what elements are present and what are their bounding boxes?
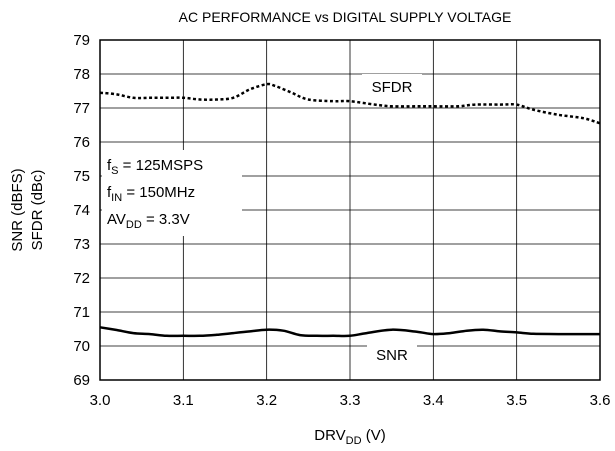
plot-frame [99, 39, 601, 381]
x-tick-label: 3.3 [340, 392, 361, 409]
y-tick-label: 76 [73, 134, 90, 151]
x-tick-labels: 3.0 3.1 3.2 3.3 3.4 3.5 3.6 [90, 392, 611, 409]
x-tick-label: 3.2 [256, 392, 277, 409]
y-tick-label: 71 [73, 304, 90, 321]
series-label-sfdr: SFDR [372, 79, 413, 96]
y-tick-label: 73 [73, 236, 90, 253]
y-tick-label: 72 [73, 270, 90, 287]
y-axis-label-line-1: SNR (dBFS) [9, 168, 26, 251]
x-tick-label: 3.4 [423, 392, 444, 409]
series-label-bg-snr [367, 342, 417, 366]
y-tick-label: 75 [73, 168, 90, 185]
y-axis-label-line-2: SFDR (dBc) [29, 170, 46, 251]
series-line-sfdr [99, 82, 601, 125]
x-tick-label: 3.0 [90, 392, 111, 409]
y-tick-label: 69 [73, 372, 90, 389]
condition-annotation: fS = 125MSPS fIN = 150MHz AVDD = 3.3V [107, 157, 203, 231]
series-label-snr: SNR [376, 347, 408, 364]
annotation-box [102, 150, 242, 236]
y-tick-label: 78 [73, 66, 90, 83]
series-label-bg-sfdr [362, 74, 422, 98]
annotation-sample-rate: fS = 125MSPS [107, 157, 203, 177]
x-tick-label: 3.1 [173, 392, 194, 409]
y-tick-labels: 69 70 71 72 73 74 75 76 77 78 79 [73, 32, 90, 389]
series-line-snr [99, 326, 600, 338]
chart-title: AC PERFORMANCE vs DIGITAL SUPPLY VOLTAGE [179, 9, 512, 25]
y-tick-label: 70 [73, 338, 90, 355]
x-axis-label: DRVDD (V) [314, 427, 385, 447]
series-lines [99, 82, 601, 338]
y-tick-label: 77 [73, 100, 90, 117]
x-tick-label: 3.6 [590, 392, 611, 409]
y-tick-label: 79 [73, 32, 90, 49]
y-axis-label: SNR (dBFS) SFDR (dBc) [9, 168, 46, 251]
annotation-input-frequency: fIN = 150MHz [107, 184, 195, 204]
annotation-analog-supply: AVDD = 3.3V [107, 211, 190, 231]
x-tick-label: 3.5 [506, 392, 527, 409]
y-tick-label: 74 [73, 202, 90, 219]
